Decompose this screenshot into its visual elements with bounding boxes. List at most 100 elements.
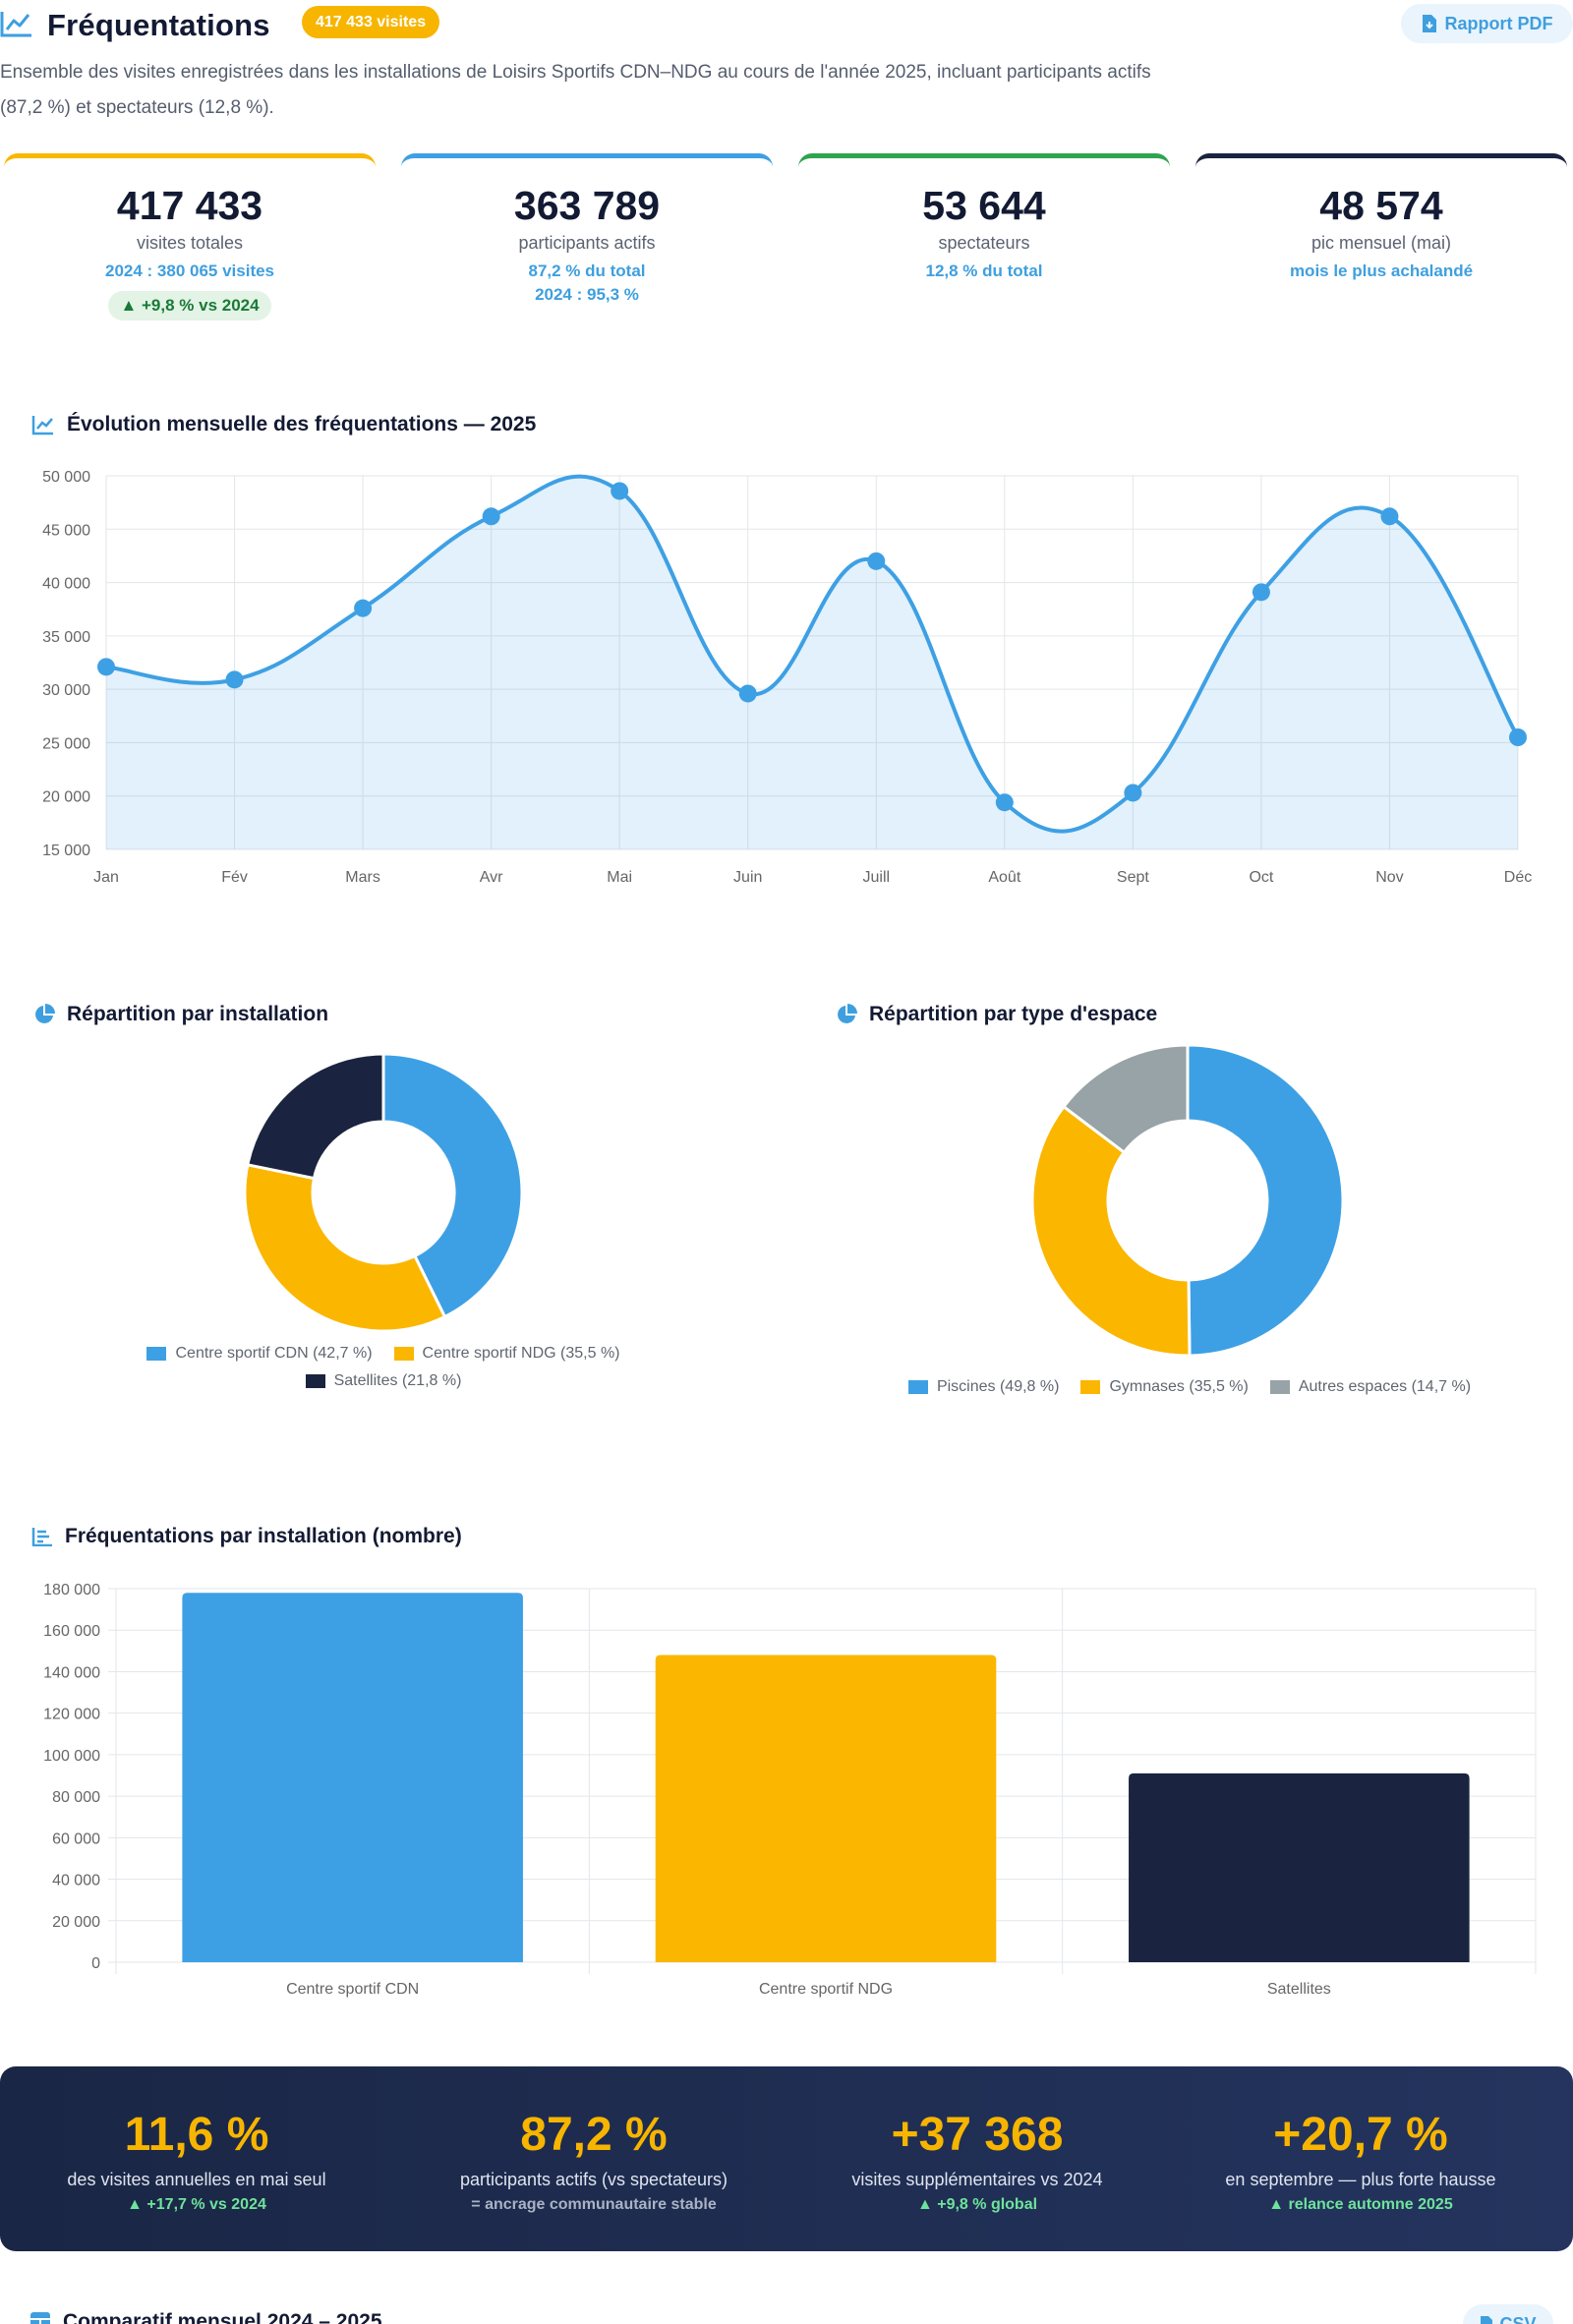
legend-label: Gymnases (35,5 %) (1109, 1378, 1249, 1395)
series-line (105, 474, 1520, 834)
highlight-value: +37 368 (891, 2109, 1064, 2161)
kpi-sub: 87,2 % du total (528, 261, 646, 280)
pie-chart-icon (35, 1004, 55, 1023)
legend-item: Gymnases (35,5 %) (1080, 1378, 1249, 1396)
highlight-label: en septembre — plus forte hausse (1225, 2170, 1496, 2189)
kpi-value: 363 789 (513, 183, 661, 228)
kpi-label: visites totales (136, 233, 244, 253)
y-tick-label: 0 (91, 1955, 100, 1972)
y-tick-label: 15 000 (42, 842, 90, 859)
kpi-trend-chip: ▲ +9,8 % vs 2024 (108, 291, 271, 320)
installation-legend: Centre sportif CDN (42,7 %) Centre sport… (88, 1345, 678, 1390)
legend-swatch (1269, 1380, 1290, 1394)
legend-swatch (146, 1347, 167, 1361)
data-point (354, 599, 373, 617)
kpi-sub: mois le plus achalandé (1289, 261, 1474, 280)
y-tick-label: 50 000 (42, 469, 90, 486)
legend-swatch (393, 1347, 414, 1361)
bar-chart-title-text: Fréquentations par installation (nombre) (65, 1525, 462, 1547)
pie-slice (1186, 1043, 1345, 1358)
y-tick-label: 40 000 (42, 576, 90, 593)
kpi-card-peak: 48 574 pic mensuel (mai) mois le plus ac… (1195, 153, 1567, 330)
kpi-value: 53 644 (922, 183, 1046, 228)
bar-list-icon (31, 1528, 52, 1546)
y-tick-label: 140 000 (43, 1664, 100, 1681)
installation-donut-chart (243, 1052, 524, 1333)
kpi-card-participants: 363 789 participants actifs 87,2 % du to… (401, 153, 773, 330)
pie-slice (1030, 1104, 1192, 1358)
y-tick-label: 160 000 (43, 1623, 100, 1640)
pie-slice (1061, 1043, 1190, 1155)
kpi-label: spectateurs (938, 233, 1030, 253)
x-tick-label: Mars (345, 869, 380, 886)
compare-section-title-text: Comparatif mensuel 2024 – 2025 (63, 2310, 382, 2324)
highlight-sub: ▲ +9,8 % global (916, 2196, 1038, 2213)
highlight-stat: +20,7 % en septembre — plus forte hausse… (1164, 2066, 1557, 2251)
legend-item: Piscines (49,8 %) (907, 1378, 1060, 1396)
legend-label: Piscines (49,8 %) (936, 1378, 1060, 1395)
y-tick-label: 20 000 (52, 1914, 100, 1931)
legend-label: Centre sportif NDG (35,5 %) (422, 1345, 620, 1362)
y-tick-label: 60 000 (52, 1830, 100, 1847)
line-chart-icon (31, 416, 53, 436)
page-title: Fréquentations (47, 8, 270, 42)
highlight-stat: 11,6 % des visites annuelles en mai seul… (0, 2066, 393, 2251)
x-tick-label: Jan (93, 869, 119, 886)
visits-badge: 417 433 visites (302, 6, 440, 38)
x-tick-label: Centre sportif NDG (759, 1981, 893, 1998)
monthly-chart-title: Évolution mensuelle des fréquentations —… (31, 413, 536, 436)
data-point (611, 482, 629, 500)
y-tick-label: 100 000 (43, 1748, 100, 1765)
x-tick-label: Avr (480, 869, 503, 886)
csv-export-button[interactable]: CSV (1463, 2304, 1553, 2324)
x-tick-label: Août (988, 869, 1020, 886)
data-point (738, 684, 757, 703)
installation-pie-title-text: Répartition par installation (67, 1003, 329, 1025)
highlight-stat: +37 368 visites supplémentaires vs 2024 … (781, 2066, 1174, 2251)
legend-swatch (1080, 1380, 1101, 1394)
bar (655, 1655, 997, 1962)
data-point (1380, 507, 1399, 526)
highlights-banner: 11,6 % des visites annuelles en mai seul… (0, 2066, 1573, 2251)
highlight-label: des visites annuelles en mai seul (67, 2170, 326, 2189)
y-tick-label: 25 000 (42, 735, 90, 752)
space-legend: Piscines (49,8 %) Gymnases (35,5 %) Autr… (845, 1378, 1534, 1396)
legend-item: Centre sportif NDG (35,5 %) (393, 1345, 620, 1363)
compare-section-title: Comparatif mensuel 2024 – 2025 (29, 2310, 382, 2324)
legend-item: Centre sportif CDN (42,7 %) (146, 1345, 373, 1363)
highlight-sub: = ancrage communautaire stable (471, 2196, 717, 2213)
page-header: Fréquentations 417 433 visites Rapport P… (0, 0, 1573, 49)
data-point (1252, 583, 1270, 602)
pdf-report-button[interactable]: Rapport PDF (1401, 4, 1573, 43)
highlight-value: +20,7 % (1273, 2109, 1448, 2161)
highlight-label: participants actifs (vs spectateurs) (459, 2170, 728, 2189)
x-tick-label: Centre sportif CDN (286, 1981, 419, 1998)
monthly-line-chart: 15 000 20 000 25 000 30 000 35 000 40 000 45 0… (42, 469, 1532, 886)
highlight-sub: ▲ relance automne 2025 (1268, 2196, 1453, 2213)
x-tick-label: Satellites (1267, 1981, 1331, 1998)
legend-label: Autres espaces (14,7 %) (1298, 1378, 1472, 1395)
x-tick-label: Juill (862, 869, 890, 886)
csv-export-label: CSV (1499, 2313, 1537, 2324)
x-tick-label: Déc (1504, 869, 1532, 886)
legend-label: Satellites (21,8 %) (333, 1372, 462, 1389)
y-tick-label: 40 000 (52, 1873, 100, 1889)
y-tick-label: 20 000 (42, 789, 90, 806)
x-tick-label: Fév (221, 869, 248, 886)
y-tick-label: 35 000 (42, 629, 90, 646)
pie-slice (381, 1052, 524, 1319)
file-icon (1481, 2316, 1493, 2324)
line-chart-icon (0, 12, 31, 37)
y-tick-label: 45 000 (42, 522, 90, 539)
kpi-label: participants actifs (518, 233, 656, 253)
highlight-value: 87,2 % (520, 2109, 668, 2161)
bar (1129, 1772, 1470, 1962)
kpi-row: 417 433 visites totales 2024 : 380 065 v… (4, 153, 1569, 330)
bar-chart-title: Fréquentations par installation (nombre) (31, 1525, 462, 1548)
monthly-chart-title-text: Évolution mensuelle des fréquentations —… (67, 413, 537, 436)
legend-swatch (305, 1374, 325, 1388)
pdf-report-label: Rapport PDF (1444, 13, 1553, 33)
y-tick-label: 30 000 (42, 682, 90, 699)
data-point (995, 793, 1014, 812)
pie-slice (243, 1163, 447, 1333)
